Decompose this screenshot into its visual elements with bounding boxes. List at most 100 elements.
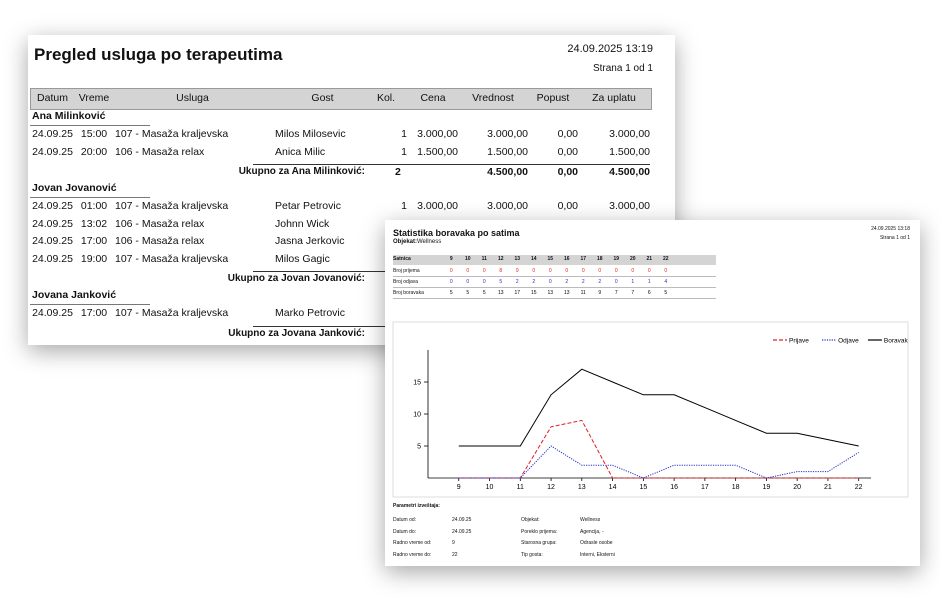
table-cell: 0	[647, 268, 651, 274]
x-tick-label: 15	[639, 484, 647, 491]
param-value: Interni, Eksterni	[580, 551, 615, 558]
column-header: Kol.	[376, 92, 396, 104]
series-line	[458, 368, 859, 447]
table-header: 15	[547, 256, 554, 262]
x-tick-label: 16	[670, 484, 678, 491]
table-header: 19	[613, 256, 620, 262]
cell: 3.000,00	[417, 200, 458, 212]
cell: 01:00	[80, 200, 108, 212]
group-underline	[30, 197, 150, 198]
table-cell: 5	[482, 290, 486, 296]
table-cell: 7	[631, 290, 635, 296]
param-label: Poreklo prijema:	[521, 528, 558, 535]
table-cell: 6	[647, 290, 651, 296]
table-cell: 0	[466, 279, 470, 285]
report-services: Pregled usluga po terapeutima 24.09.2025 …	[28, 35, 675, 345]
param-label: Datum od:	[393, 517, 417, 523]
table-cell: 4	[664, 279, 668, 285]
param-label: Objekat:	[521, 517, 540, 523]
table-cell: 0	[565, 268, 569, 274]
table-cell: 8	[499, 268, 503, 274]
x-tick-label: 20	[793, 484, 801, 491]
cell: 24.09.25	[32, 252, 73, 265]
table-header: 9	[449, 256, 453, 262]
param-value: 22	[452, 551, 458, 558]
series-line	[458, 445, 859, 479]
table-cell: 2	[565, 279, 569, 285]
page-number: Strana 1 od 1	[879, 235, 910, 241]
cell: 1.500,00	[417, 145, 458, 158]
param-label: Starosna grupa:	[521, 540, 557, 546]
cell: 107 - Masaža kraljevska	[115, 252, 229, 265]
table-cell: 13	[563, 290, 570, 296]
param-value: Wellness	[580, 517, 601, 523]
cell: 1.500,00	[609, 145, 650, 158]
table-header: 12	[497, 256, 504, 262]
total-pay: 4.500,00	[609, 166, 650, 178]
column-header: Cena	[420, 92, 446, 104]
table-cell: 0	[548, 279, 552, 285]
title: Statistika boravaka po satima	[393, 228, 520, 238]
x-tick-label: 14	[609, 484, 617, 491]
row-border	[393, 276, 716, 277]
total-label: Ukupno za Jovan Jovanović:	[227, 273, 365, 284]
datetime: 24.09.2025 13:18	[871, 226, 910, 232]
table-cell: 0	[598, 268, 602, 274]
cell: 15:00	[80, 128, 108, 140]
table-cell: 0	[449, 279, 453, 285]
table-cell: 2	[515, 279, 519, 285]
cell: 0,00	[557, 128, 578, 140]
legend-label: Boravak	[884, 338, 909, 345]
cell: 3.000,00	[609, 128, 650, 140]
table-cell: Broj boravaka	[393, 290, 424, 296]
table-cell: 17	[514, 290, 521, 296]
column-header: Datum	[37, 92, 68, 104]
cell: 1	[401, 145, 407, 158]
x-tick-label: 12	[547, 484, 555, 491]
table-header: 21	[646, 256, 653, 262]
x-tick-label: 17	[701, 484, 709, 491]
y-tick-label: 15	[413, 380, 421, 387]
table-header: 17	[580, 256, 587, 262]
table-cell: 1	[631, 279, 635, 285]
cell: 107 - Masaža kraljevska	[115, 307, 229, 319]
table-cell: 9	[515, 268, 519, 274]
group-underline	[30, 304, 150, 305]
cell: 24.09.25	[32, 145, 73, 158]
series-line	[458, 419, 859, 479]
cell: 107 - Masaža kraljevska	[115, 200, 229, 212]
total-label: Ukupno za Jovana Janković:	[228, 327, 365, 339]
cell: 17:00	[80, 235, 108, 247]
cell: 17:00	[80, 307, 108, 319]
cell: 24.09.25	[32, 200, 73, 212]
y-tick-label: 10	[413, 412, 421, 419]
table-header: 14	[530, 256, 537, 262]
cell: 24.09.25	[32, 128, 73, 140]
cell: 106 - Masaža relax	[115, 235, 205, 247]
total-qty: 2	[395, 166, 401, 178]
table-cell: 0	[532, 268, 536, 274]
cell: Marko Petrovic	[275, 307, 346, 319]
total-value: 4.500,00	[487, 166, 528, 178]
x-tick-label: 11	[517, 484, 524, 491]
chart-frame	[392, 321, 909, 498]
param-value: 24.09.25	[452, 517, 472, 523]
table-cell: 5	[499, 279, 503, 285]
cell: 107 - Masaža kraljevska	[115, 128, 229, 140]
x-tick-label: 21	[824, 484, 832, 491]
object-value: Wellness	[417, 239, 442, 245]
table-header: 18	[596, 256, 603, 262]
group-underline	[30, 125, 150, 126]
table-cell: Broj prijema	[393, 268, 420, 274]
param-value: Agencija, -	[580, 528, 604, 535]
column-header: Vrednost	[472, 92, 514, 104]
table-cell: 11	[580, 290, 586, 296]
cell: 0,00	[557, 200, 578, 212]
table-header: 13	[514, 256, 521, 262]
param-label: Radno vreme od:	[393, 540, 432, 546]
table-header: 22	[662, 256, 669, 262]
table-cell: 0	[614, 268, 618, 274]
cell: 3.000,00	[417, 128, 458, 140]
table-header: 20	[629, 256, 636, 262]
